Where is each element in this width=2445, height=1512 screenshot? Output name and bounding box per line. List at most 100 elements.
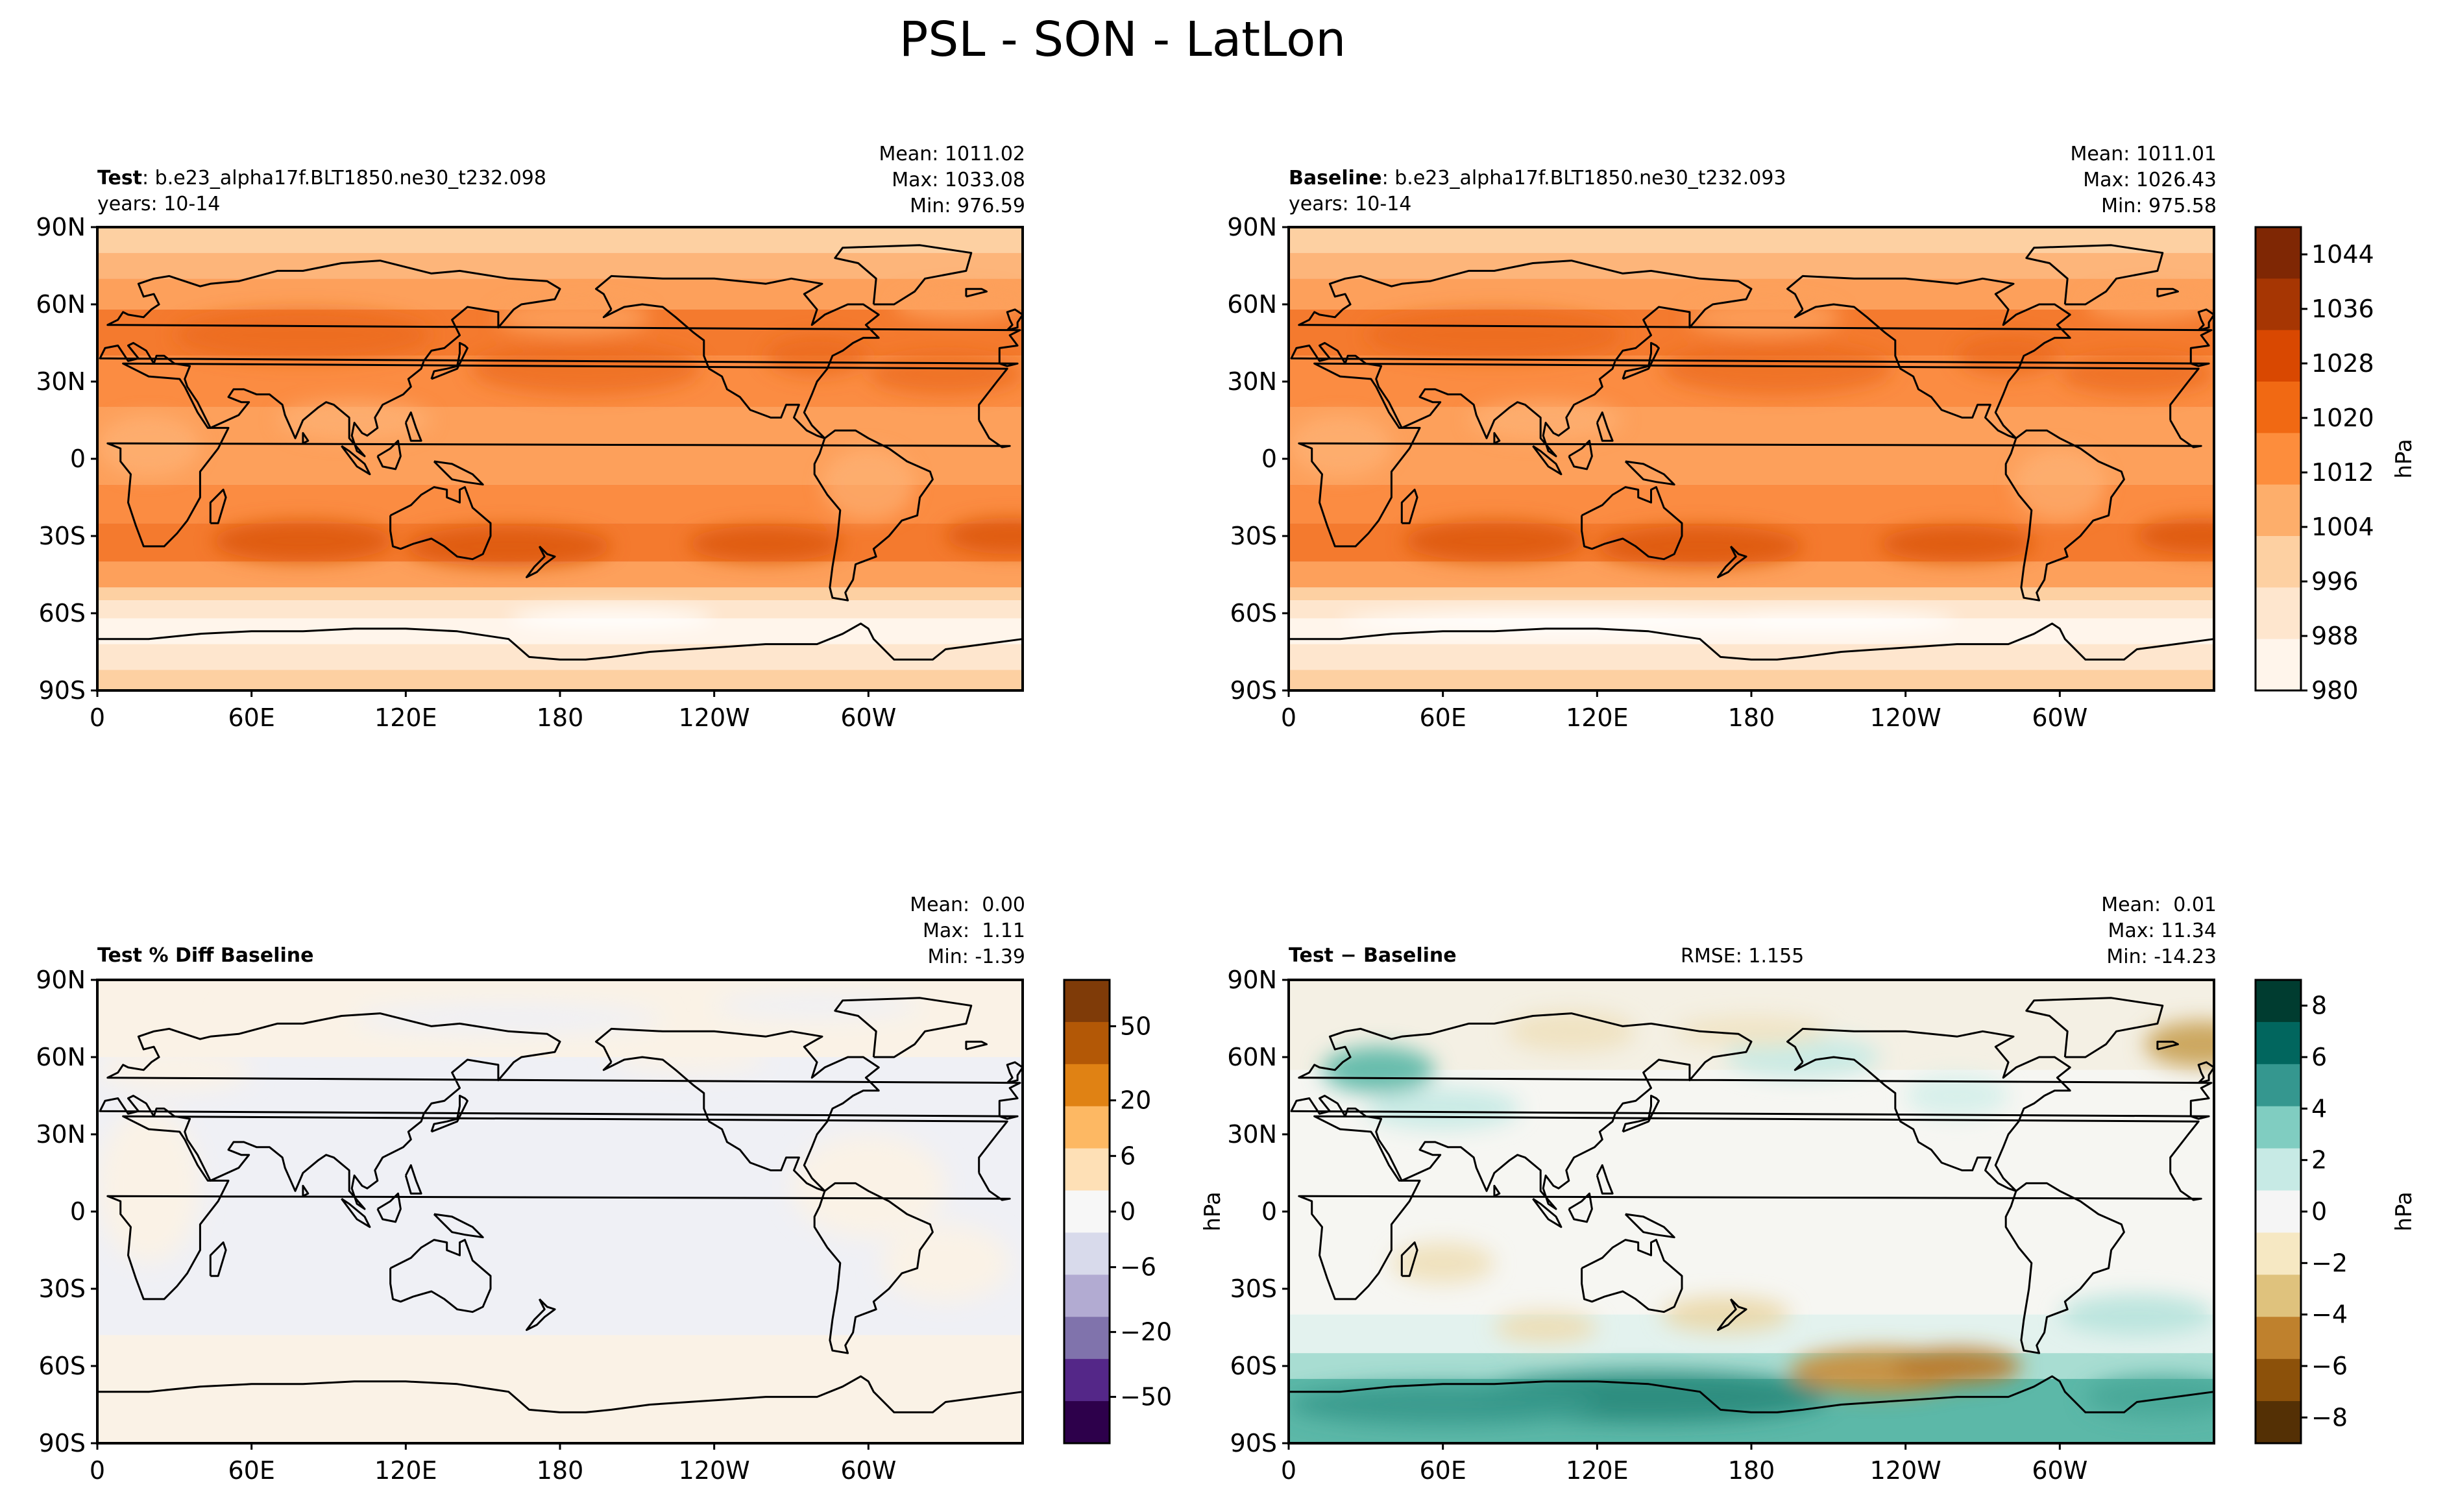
colorbar-segment [2256, 980, 2301, 1023]
coastline [433, 460, 484, 486]
colorbar-segment [2256, 1317, 2301, 1360]
thermal-low [822, 448, 915, 521]
colorbar-tick-label: 1044 [2311, 240, 2374, 269]
y-tick-label: 60N [1227, 1043, 1277, 1071]
diff-anomalies [1289, 1010, 2214, 1426]
x-tick-label: 180 [1728, 703, 1775, 732]
coastline [376, 439, 402, 470]
colorbar-tick-label: 1004 [2311, 513, 2374, 541]
field-band [1289, 252, 2214, 279]
coastline [1596, 411, 1614, 442]
coastline [302, 1184, 310, 1197]
x-tick-label: 0 [90, 703, 105, 732]
pctdiff-field [97, 980, 1023, 1443]
coastline [97, 1375, 1023, 1413]
colorbar-tick-label: 1020 [2311, 404, 2374, 432]
coastline [595, 274, 880, 439]
panel-diff-mean: Mean: 0.01 [2101, 894, 2217, 916]
negative-difference [1892, 1348, 2021, 1384]
panel-baseline-max: Max: 1026.43 [2083, 169, 2217, 191]
coastlines [97, 997, 1024, 1413]
coastline [1532, 1197, 1563, 1228]
panel-pctdiff-header: Test % Diff Baseline [97, 943, 314, 969]
positive-anomaly [97, 1108, 201, 1263]
colorbar-segment [2256, 1274, 2301, 1317]
colorbar-segment [2256, 536, 2301, 588]
thermal-low [2013, 448, 2106, 521]
colorbar-segment [2256, 639, 2301, 691]
y-tick-label: 60S [1230, 599, 1277, 628]
x-tick-label: 0 [1281, 703, 1296, 732]
field-band [1289, 670, 2214, 690]
colorbar-tick-label: −8 [2311, 1403, 2348, 1432]
colorbar-segment [1064, 980, 1110, 1023]
negative-difference [1494, 1311, 1598, 1343]
subtropical-high [1404, 520, 1585, 562]
y-tick-label: 60N [36, 1043, 86, 1071]
x-tick-label: 60E [1419, 1456, 1466, 1485]
coastline [1622, 1095, 1660, 1133]
colorbar-tick-label: −2 [2311, 1249, 2348, 1277]
y-tick-label: 60S [39, 599, 86, 628]
colorbar-tick-label: 6 [1120, 1141, 1136, 1170]
coastline [595, 1027, 880, 1192]
coastline [2004, 1182, 2125, 1354]
coastline [341, 1197, 371, 1228]
colorbar-segment [1064, 1232, 1110, 1275]
panel-baseline-stats: Mean: 1011.01 Max: 1026.43 Min: 975.58 [1827, 141, 2217, 219]
coastline [389, 486, 492, 561]
panel-diff-stats: Mean: 0.01 Max: 11.34 Min: -14.23 [1827, 892, 2217, 970]
field-band [97, 252, 1023, 279]
coastline [1290, 1012, 2213, 1210]
diff-field [1289, 980, 2214, 1443]
colorbar-tick-label: 996 [2311, 567, 2359, 596]
panel-test-years: years: 10-14 [97, 193, 221, 215]
coastline [2197, 1061, 2215, 1084]
coastline [1622, 342, 1660, 380]
x-tick-label: 120W [1870, 1456, 1941, 1485]
coastline [1298, 362, 2202, 548]
panel-test-max: Max: 1033.08 [892, 169, 1025, 191]
field-band [1289, 1353, 2214, 1379]
coastline [813, 1182, 934, 1354]
subtropical-high [470, 343, 701, 395]
colorbar-unit-label: hPa [1200, 1191, 1226, 1231]
coastline [1006, 308, 1024, 332]
panel-test-min: Min: 976.59 [910, 195, 1025, 217]
colorbar-tick-label: 50 [1120, 1012, 1151, 1040]
y-tick-label: 90S [1230, 1429, 1277, 1457]
coastline [99, 260, 1021, 457]
coastline [834, 997, 973, 1058]
colorbar-tick-label: 1012 [2311, 458, 2374, 487]
colorbar-tick-label: 1036 [2311, 295, 2374, 323]
coastline [526, 1298, 556, 1331]
negative-anomaly [714, 992, 920, 1019]
y-tick-label: 0 [70, 1197, 86, 1226]
x-tick-label: 120W [679, 703, 750, 732]
colorbar-pctdiff: 50 20 6 0 −6 −20 −50 hPa [1063, 979, 1226, 1445]
coastline [1717, 1298, 1747, 1331]
field-band [1289, 587, 2214, 601]
subtropical-high [1661, 343, 1893, 395]
coastline [1298, 1115, 2202, 1300]
colorbar-tick-label: 2 [2311, 1146, 2327, 1175]
coastlines [1289, 244, 2215, 661]
y-tick-label: 90S [39, 676, 86, 705]
subpolar-low [2085, 289, 2214, 320]
x-tick-label: 120W [1870, 703, 1941, 732]
coastline [1493, 432, 1501, 445]
coastline [209, 489, 227, 524]
positive-difference [1725, 1036, 1880, 1078]
colorbar-tick-label: 988 [2311, 622, 2359, 650]
coastline [1289, 622, 2215, 661]
colorbar-segment [2256, 1106, 2301, 1149]
colorbar-tick-label: 4 [2311, 1094, 2327, 1123]
x-tick-label: 0 [1281, 1456, 1296, 1485]
colorbar-segment [1064, 1064, 1110, 1107]
colorbar-segment [2256, 433, 2301, 485]
panel-baseline-years: years: 10-14 [1289, 193, 1412, 215]
coastline [813, 429, 934, 602]
y-tick-label: 60S [39, 1352, 86, 1380]
y-tick-label: 90N [36, 966, 86, 994]
colorbar-segment [2256, 227, 2301, 279]
